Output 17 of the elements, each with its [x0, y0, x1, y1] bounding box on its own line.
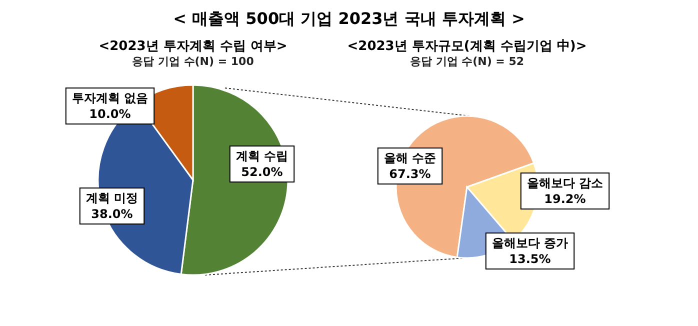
- chart-subtitle: 응답 기업 수(N) = 100: [132, 55, 254, 68]
- data-label: 52.0%: [241, 165, 283, 179]
- data-label: 13.5%: [509, 252, 551, 266]
- chart-title: <2023년 투자계획 수립 여부>: [98, 39, 288, 54]
- slice-label: 올해보다 감소: [526, 176, 604, 190]
- chart-title: <2023년 투자규모(계획 수립기업 中)>: [347, 39, 587, 54]
- slice-label: 올해 수준: [384, 151, 436, 165]
- slice-label: 계획 수립: [236, 149, 288, 163]
- data-label: 10.0%: [89, 107, 131, 121]
- slice-label: 계획 미정: [86, 191, 138, 205]
- chart-subtitle: 응답 기업 수(N) = 52: [410, 55, 524, 68]
- slice-label: 올해보다 증가: [492, 236, 568, 250]
- text: < 매출액 500대 기업 2023년 국내 투자계획 >: [173, 9, 525, 28]
- data-label: 19.2%: [544, 192, 586, 206]
- data-label: 38.0%: [91, 207, 133, 221]
- data-label: 67.3%: [389, 167, 431, 181]
- slice-label: 투자계획 없음: [72, 91, 148, 105]
